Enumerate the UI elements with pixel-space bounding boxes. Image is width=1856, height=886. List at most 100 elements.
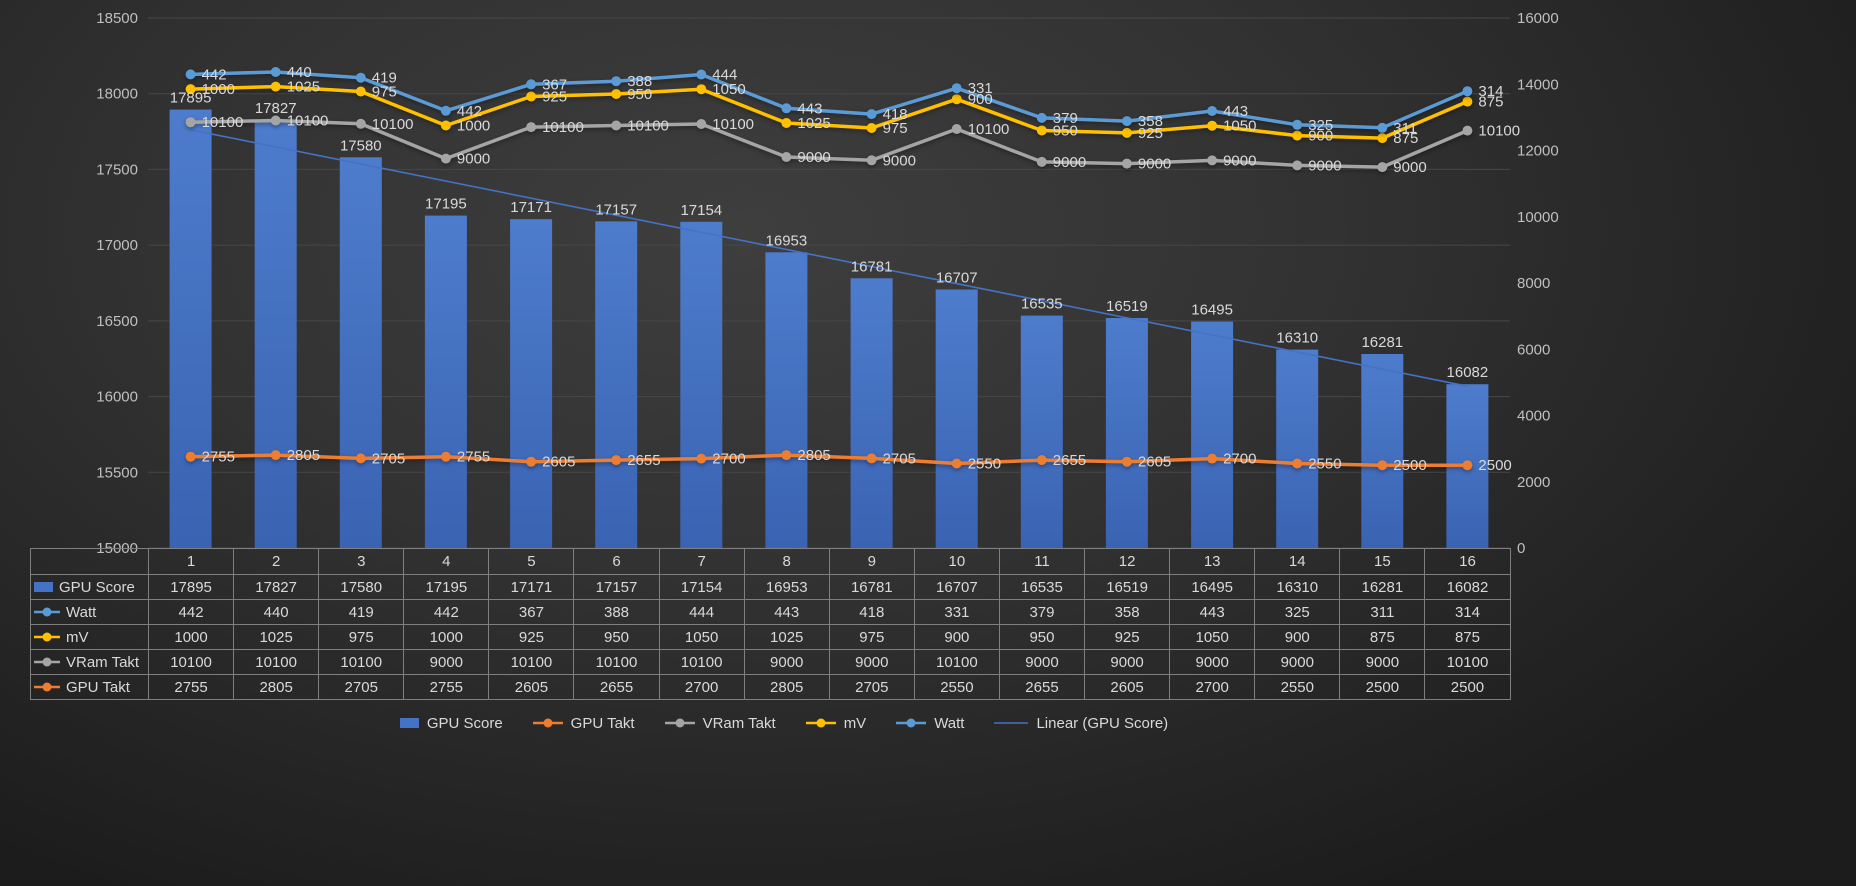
legend-trendline-icon <box>994 722 1029 724</box>
bar <box>1361 354 1404 548</box>
marker <box>1121 116 1132 127</box>
data-label: 16781 <box>851 258 893 275</box>
axis-tick-label: 6000 <box>1517 341 1550 358</box>
line-series-gpu-takt <box>185 450 1473 471</box>
data-label: 1025 <box>797 115 830 132</box>
table-cell: 16082 <box>1424 574 1511 600</box>
table-cell: 10100 <box>658 649 745 675</box>
marker <box>270 450 281 461</box>
table-row: GPU Score 17895 17827 17580 17195 17171 17157 1… <box>30 574 1511 600</box>
marker <box>1036 112 1047 123</box>
table-column-header: 6 <box>573 548 660 575</box>
marker <box>1462 460 1473 471</box>
data-label: 325 <box>1308 117 1333 134</box>
table-cell: 2655 <box>998 674 1086 700</box>
marker <box>185 117 196 128</box>
data-label: 443 <box>797 100 822 117</box>
data-label: 9000 <box>1053 154 1086 171</box>
data-label: 440 <box>287 64 312 81</box>
right-axis-labels: 16000 14000 12000 10000 8000 6000 4000 2000 0 <box>1517 10 1559 557</box>
data-label: 419 <box>372 70 397 87</box>
marker <box>1292 119 1303 130</box>
axis-tick-label: 14000 <box>1517 76 1559 93</box>
legend-key-bar-icon <box>34 582 53 592</box>
marker <box>696 69 707 80</box>
table-cell: 9000 <box>1169 649 1256 675</box>
table-cell: 16781 <box>828 574 915 600</box>
table-cell: 443 <box>743 599 830 625</box>
marker <box>440 451 451 462</box>
legend-bar-icon <box>399 718 419 728</box>
marker <box>526 91 537 102</box>
marker <box>1121 158 1132 169</box>
data-label: 442 <box>457 103 482 120</box>
marker <box>185 69 196 80</box>
table-row-label: GPU Score <box>30 574 149 600</box>
legend-label: GPU Takt <box>570 714 635 732</box>
table-row: VRam Takt 10100 10100 10100 9000 10100 10100 10… <box>30 649 1511 675</box>
table-cell: 9000 <box>403 649 490 675</box>
table-cell: 16310 <box>1254 574 1341 600</box>
data-label: 9000 <box>1393 159 1426 176</box>
data-label: 16281 <box>1361 334 1403 351</box>
data-label: 2705 <box>372 450 405 467</box>
table-cell: 16495 <box>1169 574 1256 600</box>
table-cell: 388 <box>573 599 660 625</box>
data-label: 16707 <box>936 270 978 287</box>
table-row: GPU Takt 2755 2805 2705 2755 2605 2655 2700 2805… <box>30 674 1511 700</box>
marker <box>951 94 962 105</box>
table-column-header: 2 <box>233 548 320 575</box>
table-cell: 925 <box>488 624 575 650</box>
table-cell: 16281 <box>1339 574 1426 600</box>
table-cell: 900 <box>1254 624 1341 650</box>
bar <box>1105 318 1148 548</box>
table-cell: 440 <box>233 599 320 625</box>
trendline-linear-gpu-score <box>190 129 1468 387</box>
marker <box>1377 162 1388 173</box>
marker <box>866 155 877 166</box>
table-cell: 2500 <box>1424 674 1511 700</box>
legend-label: Watt <box>934 714 965 732</box>
table-column-header: 9 <box>828 548 915 575</box>
legend-item: VRam Takt <box>664 714 776 732</box>
data-label: 10100 <box>287 113 329 130</box>
table-cell: 444 <box>658 599 745 625</box>
table-column-header: 5 <box>488 548 575 575</box>
bar <box>169 109 212 548</box>
marker <box>866 123 877 133</box>
marker <box>1462 86 1473 97</box>
data-label: 2655 <box>627 452 660 469</box>
table-cell: 358 <box>1084 599 1171 625</box>
table-cell: 900 <box>913 624 1000 650</box>
marker <box>355 118 366 129</box>
table-cell: 10100 <box>913 649 1000 675</box>
data-label: 1025 <box>287 79 320 96</box>
marker <box>611 120 622 131</box>
data-label: 16082 <box>1447 364 1489 381</box>
legend-item: Watt <box>896 715 964 732</box>
table-cell: 325 <box>1254 599 1341 625</box>
data-label: 875 <box>1478 94 1503 111</box>
data-label: 16953 <box>766 232 808 249</box>
table-cell: 311 <box>1339 599 1426 625</box>
data-label: 379 <box>1053 110 1078 127</box>
legend-label: VRam Takt <box>702 714 776 732</box>
table-cell: 10100 <box>488 649 575 675</box>
legend-item: GPU Takt <box>532 714 635 732</box>
table-column-header: 1 <box>147 548 235 575</box>
table-cell: 442 <box>147 599 235 625</box>
table-cell: 17827 <box>233 574 320 600</box>
table-cell: 1025 <box>233 624 320 650</box>
series-name: Watt <box>66 603 97 621</box>
table-header-row: 1 2 3 4 5 6 7 8 9 10 11 12 13 14 15 16 <box>30 548 1511 575</box>
data-label: 9000 <box>883 152 916 169</box>
table-cell: 925 <box>1084 624 1171 650</box>
legend-label: mV <box>843 714 867 732</box>
table-row: mV 1000 1025 975 1000 925 950 1050 1025 975 900 950… <box>30 624 1511 650</box>
data-label: 442 <box>202 66 227 83</box>
data-label: 10100 <box>372 116 414 133</box>
table-column-header: 13 <box>1169 548 1256 575</box>
axis-tick-label: 8000 <box>1517 275 1550 292</box>
table-cell: 2705 <box>318 674 405 700</box>
